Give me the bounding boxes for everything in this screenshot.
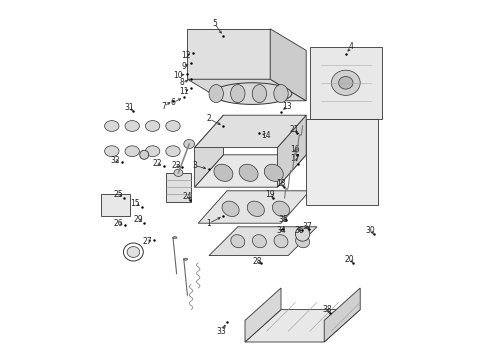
Text: 33: 33 (217, 327, 226, 336)
Polygon shape (187, 79, 306, 101)
Ellipse shape (264, 164, 283, 181)
Text: 14: 14 (261, 131, 270, 140)
Polygon shape (245, 310, 360, 342)
Polygon shape (187, 29, 270, 79)
Text: 38: 38 (322, 305, 332, 314)
Ellipse shape (104, 146, 119, 157)
Ellipse shape (140, 150, 148, 159)
Text: 29: 29 (134, 215, 144, 224)
Text: 12: 12 (181, 51, 190, 60)
Text: 27: 27 (142, 237, 152, 246)
Text: 15: 15 (130, 199, 140, 208)
Text: 18: 18 (276, 179, 286, 188)
Ellipse shape (274, 235, 288, 248)
Ellipse shape (174, 169, 183, 176)
Ellipse shape (127, 247, 140, 257)
Ellipse shape (339, 77, 353, 89)
Ellipse shape (146, 146, 160, 157)
Text: 19: 19 (266, 190, 275, 199)
Ellipse shape (172, 237, 177, 239)
Text: 31: 31 (124, 103, 134, 112)
Polygon shape (195, 155, 306, 187)
Ellipse shape (231, 85, 245, 103)
Bar (166, 173, 191, 202)
Ellipse shape (166, 146, 180, 157)
Polygon shape (198, 191, 310, 223)
Text: 13: 13 (283, 102, 293, 111)
Text: 36: 36 (295, 226, 305, 235)
Text: 30: 30 (366, 226, 375, 235)
Text: 6: 6 (171, 98, 175, 107)
Ellipse shape (125, 146, 139, 157)
Text: 26: 26 (114, 219, 123, 228)
Text: 28: 28 (253, 256, 262, 266)
Text: 1: 1 (207, 219, 211, 228)
Polygon shape (306, 119, 378, 205)
Text: 2: 2 (207, 114, 211, 123)
Polygon shape (209, 227, 317, 256)
Text: 20: 20 (344, 255, 354, 264)
Text: 17: 17 (291, 154, 300, 163)
Text: 34: 34 (276, 226, 286, 235)
Ellipse shape (146, 121, 160, 131)
Text: 16: 16 (290, 145, 300, 154)
Polygon shape (270, 29, 306, 101)
Text: 24: 24 (183, 192, 192, 201)
Ellipse shape (183, 258, 188, 260)
Ellipse shape (252, 235, 267, 248)
Polygon shape (324, 288, 360, 342)
Ellipse shape (295, 227, 310, 241)
Text: 32: 32 (111, 156, 120, 165)
Text: 8: 8 (180, 78, 184, 87)
Text: 37: 37 (302, 222, 312, 231)
Text: 11: 11 (179, 87, 189, 96)
Text: 3: 3 (192, 161, 197, 170)
Text: 22: 22 (153, 159, 162, 168)
Ellipse shape (125, 121, 139, 131)
Ellipse shape (247, 201, 265, 216)
Ellipse shape (104, 121, 119, 131)
Ellipse shape (184, 140, 195, 149)
Text: 25: 25 (114, 190, 123, 199)
Text: 23: 23 (172, 161, 181, 170)
Ellipse shape (295, 235, 310, 248)
Text: 35: 35 (278, 215, 288, 224)
Text: 7: 7 (162, 102, 167, 111)
Text: 5: 5 (212, 19, 217, 28)
Ellipse shape (231, 235, 245, 248)
Text: 10: 10 (173, 71, 183, 80)
Text: 21: 21 (290, 125, 299, 134)
Ellipse shape (252, 85, 267, 103)
Polygon shape (195, 115, 223, 187)
Ellipse shape (213, 83, 292, 104)
Ellipse shape (214, 164, 233, 181)
Polygon shape (277, 115, 306, 187)
Ellipse shape (209, 85, 223, 103)
Ellipse shape (166, 121, 180, 131)
Bar (101, 194, 130, 216)
Text: 4: 4 (349, 42, 354, 51)
Ellipse shape (272, 201, 290, 216)
Polygon shape (195, 115, 306, 148)
Ellipse shape (274, 85, 288, 103)
Text: 9: 9 (181, 62, 186, 71)
Polygon shape (245, 288, 281, 342)
Ellipse shape (222, 201, 239, 216)
Ellipse shape (239, 164, 258, 181)
Ellipse shape (331, 70, 360, 95)
Polygon shape (310, 47, 382, 119)
